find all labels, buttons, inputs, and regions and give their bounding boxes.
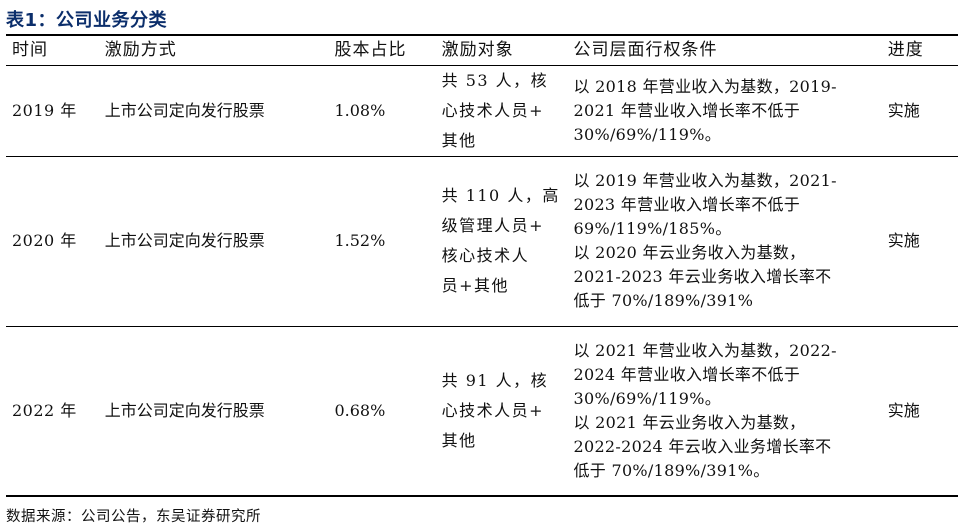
header-subject: 激励对象 [441,40,514,61]
cell-status: 实施 [887,231,920,250]
cell-conditions: 以 2019 年营业收入为基数，2021- 2023 年营业收入增长率不低于 6… [567,156,881,326]
cell-conditions: 以 2021 年营业收入为基数，2022- 2024 年营业收入增长率不低于 3… [567,326,881,496]
condition-line: 2022-2024 年云收入业务增长率不 [573,436,832,456]
cell-method: 上市公司定向发行股票 [104,231,265,250]
condition-line: 69%/119%/185%。 [573,219,732,238]
cell-subject: 共 110 人，高 级管理人员+ 核心技术人 员+其他 [441,186,560,295]
header-status: 进度 [887,40,924,61]
cell-method: 上市公司定向发行股票 [104,400,265,420]
condition-line: 30%/69%/119%。 [573,388,722,408]
incentive-table-container: 时间 激励方式 股本占比 激励对象 公司层面行权条件 进度 2019 年 上市公… [6,34,958,496]
condition-line: 低于 70%/189%/391% [573,291,754,310]
incentive-table: 时间 激励方式 股本占比 激励对象 公司层面行权条件 进度 2019 年 上市公… [6,34,958,497]
cell-share: 1.52% [334,231,386,250]
condition-line: 以 2021 年营业收入为基数，2022- [573,340,837,360]
header-time: 时间 [12,40,48,61]
cell-share: 1.08% [334,100,386,120]
condition-line: 2021-2023 年云业务收入增长率不 [573,267,832,286]
table-header-row: 时间 激励方式 股本占比 激励对象 公司层面行权条件 进度 [6,35,958,65]
cell-subject: 共 53 人，核 心技术人员+ 其他 [441,70,549,150]
header-share: 股本占比 [334,40,407,61]
table-row: 2022 年 上市公司定向发行股票 0.68% 共 91 人，核 心技术人员+ … [6,326,958,496]
cell-status: 实施 [887,100,920,120]
condition-line: 以 2020 年云业务收入为基数， [573,243,806,262]
condition-line: 低于 70%/189%/391%。 [573,460,770,480]
cell-time: 2020 年 [12,231,77,250]
condition-line: 以 2018 年营业收入为基数，2019- [573,76,837,96]
header-conditions: 公司层面行权条件 [573,40,718,61]
condition-line: 2021 年营业收入增长率不低于 [573,100,801,120]
condition-line: 2024 年营业收入增长率不低于 [573,364,801,384]
cell-conditions: 以 2018 年营业收入为基数，2019- 2021 年营业收入增长率不低于 3… [567,65,881,156]
data-source-note: 数据来源：公司公告，东吴证券研究所 [6,509,261,525]
condition-line: 30%/69%/119%。 [573,124,722,144]
cell-time: 2019 年 [12,100,77,120]
cell-subject: 共 91 人，核 心技术人员+ 其他 [441,370,549,450]
cell-method: 上市公司定向发行股票 [104,100,265,120]
condition-line: 2023 年营业收入增长率不低于 [573,195,801,214]
condition-line: 以 2019 年营业收入为基数，2021- [573,171,837,190]
table-row: 2020 年 上市公司定向发行股票 1.52% 共 110 人，高 级管理人员+… [6,156,958,326]
cell-share: 0.68% [334,400,386,420]
cell-status: 实施 [887,400,920,420]
cell-time: 2022 年 [12,400,77,420]
table-row: 2019 年 上市公司定向发行股票 1.08% 共 53 人，核 心技术人员+ … [6,65,958,156]
table-caption: 表1：公司业务分类 [6,10,168,31]
condition-line: 以 2021 年云业务收入为基数， [573,412,806,432]
header-method: 激励方式 [104,40,177,61]
